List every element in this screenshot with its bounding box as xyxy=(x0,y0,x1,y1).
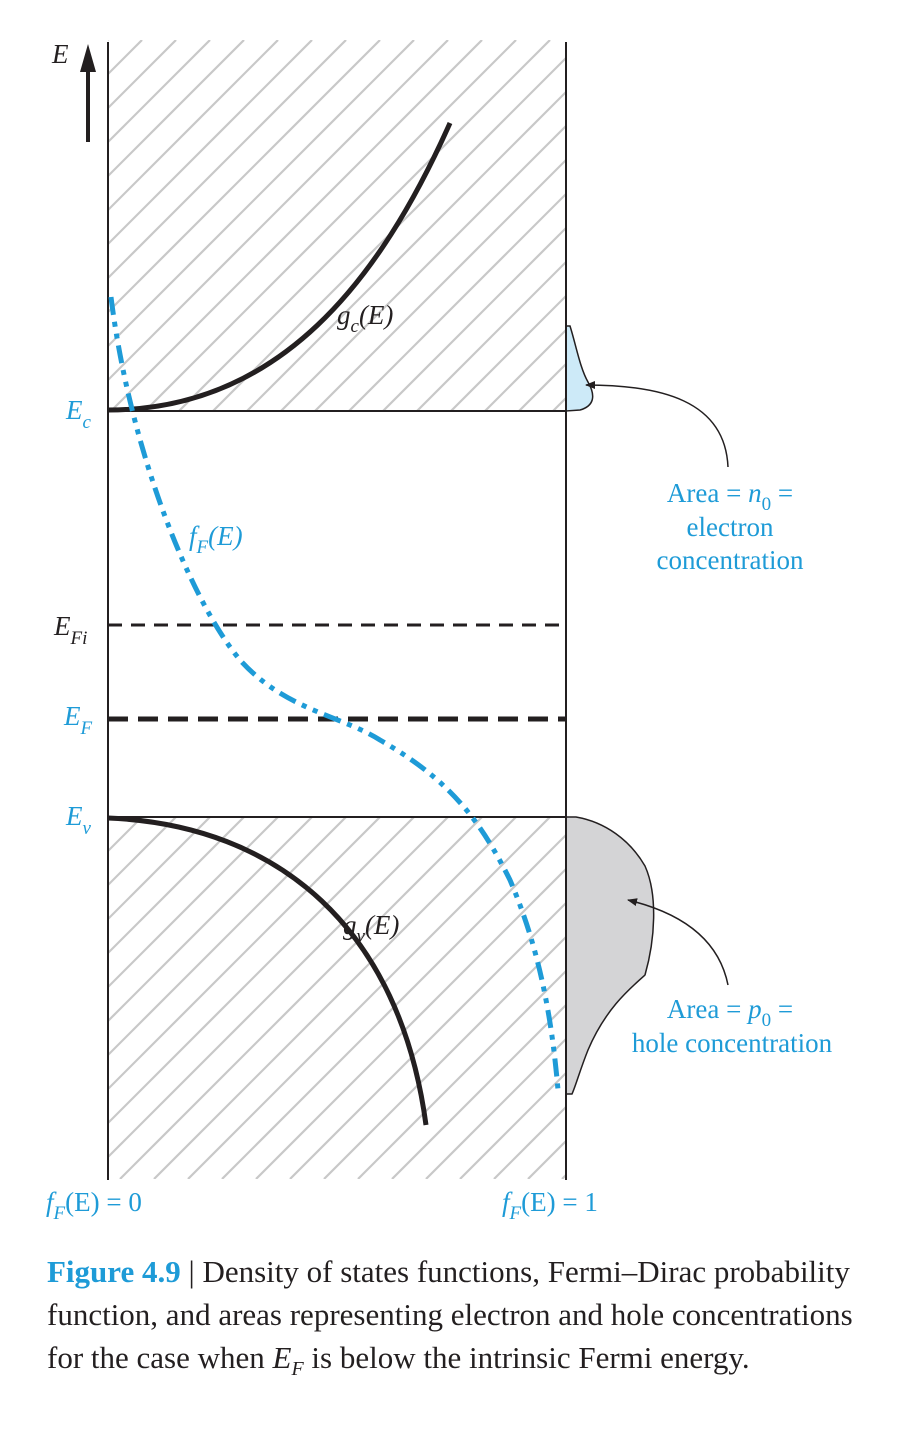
ev-label: Ev xyxy=(65,801,92,839)
hatch-line xyxy=(108,40,211,144)
hatch-line xyxy=(108,817,177,887)
hatch-line xyxy=(178,40,551,411)
gv-label: gv(E) xyxy=(343,910,399,947)
hatch-line xyxy=(382,226,566,411)
caption-separator: | xyxy=(180,1254,203,1289)
electron-label-line2: electron xyxy=(687,512,774,542)
hatch-line xyxy=(108,40,415,348)
hatch-line xyxy=(108,817,279,989)
hatch-line xyxy=(108,817,211,921)
hatch-line xyxy=(110,40,483,411)
hatch-line xyxy=(280,124,566,411)
hatch-line xyxy=(108,817,347,1057)
conduction-band-hatch xyxy=(108,40,921,411)
hatch-line xyxy=(655,40,921,411)
gc-curve xyxy=(107,121,453,413)
hatch-line xyxy=(450,294,566,411)
hatch-line xyxy=(221,833,566,1179)
hole-area-label: Area = p0 = xyxy=(667,994,793,1031)
valence-band-hatch xyxy=(108,817,921,1179)
hole-label-line2: hole concentration xyxy=(632,1028,833,1058)
hatch-line xyxy=(689,40,921,411)
energy-axis-label: E xyxy=(51,39,69,69)
hatch-line xyxy=(255,867,566,1179)
hatch-line xyxy=(314,158,566,411)
hatch-line xyxy=(459,1071,566,1179)
hatch-line xyxy=(108,40,177,110)
gc-label: gc(E) xyxy=(337,300,393,337)
hatch-line xyxy=(108,817,313,1023)
hatch-line xyxy=(425,1037,566,1179)
density-of-states-diagram: E Ec EFi EF Ev gc(E) gv(E) fF(E) Area = … xyxy=(46,39,921,1224)
hatch-line xyxy=(893,40,921,411)
hatch-line xyxy=(868,817,921,1179)
hatch-line xyxy=(552,396,566,411)
hatch-line xyxy=(108,817,449,1159)
hatch-line xyxy=(289,901,566,1179)
hatch-line xyxy=(108,40,381,314)
hatch-line xyxy=(108,817,415,1125)
hatch-line xyxy=(757,40,921,411)
ff-one-label: fF(E) = 1 xyxy=(502,1187,598,1224)
ff-label: fF(E) xyxy=(189,521,243,558)
fermi-dirac-curve xyxy=(108,296,561,1091)
hatch-line xyxy=(800,817,921,1179)
hatch-line xyxy=(348,192,566,411)
electron-annotation-arrow xyxy=(585,381,729,468)
caption-ef-subscript: F xyxy=(291,1358,304,1381)
hatch-line xyxy=(108,40,313,246)
hatch-line xyxy=(791,40,921,411)
caption-text-part1: Density of states functions, Fermi–Dirac… xyxy=(47,1254,853,1375)
hatch-line xyxy=(723,40,921,411)
hatch-line xyxy=(108,40,279,212)
efi-label: EFi xyxy=(53,611,87,649)
hatch-line xyxy=(416,260,566,411)
hole-annotation-arrow xyxy=(627,898,729,986)
hatch-line xyxy=(825,40,921,411)
ff-zero-label: fF(E) = 0 xyxy=(46,1187,142,1224)
caption-text-part2: is below the intrinsic Fermi energy. xyxy=(303,1340,750,1375)
hatch-line xyxy=(357,969,566,1179)
electron-label-line3: concentration xyxy=(657,545,804,575)
ef-label: EF xyxy=(63,701,93,739)
figure-number: Figure 4.9 xyxy=(47,1254,181,1289)
hatch-line xyxy=(391,1003,566,1179)
hatch-line xyxy=(246,90,566,411)
hatch-line xyxy=(323,935,566,1179)
hatch-line xyxy=(493,1105,566,1179)
hatch-line xyxy=(834,817,921,1179)
hatch-line xyxy=(108,40,109,42)
hatch-line xyxy=(621,40,921,411)
ec-label: Ec xyxy=(65,395,92,433)
energy-axis-arrow-icon xyxy=(80,44,96,142)
gv-curve xyxy=(107,815,429,1126)
hatch-line xyxy=(902,817,921,1179)
hatch-line xyxy=(108,817,245,955)
hatch-line xyxy=(119,817,483,1179)
hatch-line xyxy=(484,328,566,411)
hatch-line xyxy=(108,40,245,178)
electron-concentration-area xyxy=(565,325,594,412)
hatch-line xyxy=(187,817,551,1179)
figure-caption: Figure 4.9 | Density of states functions… xyxy=(47,1250,877,1391)
hole-concentration-area xyxy=(565,816,655,1095)
hatch-line xyxy=(108,40,347,280)
hatch-line xyxy=(144,40,517,411)
hatch-line xyxy=(859,40,921,411)
electron-area-label: Area = n0 = xyxy=(667,478,793,515)
hatch-line xyxy=(108,817,109,819)
caption-ef-symbol: E xyxy=(272,1340,292,1375)
hatch-line xyxy=(108,817,381,1091)
hatch-line xyxy=(108,40,449,382)
hatch-line xyxy=(153,817,517,1179)
hatch-line xyxy=(587,40,921,411)
